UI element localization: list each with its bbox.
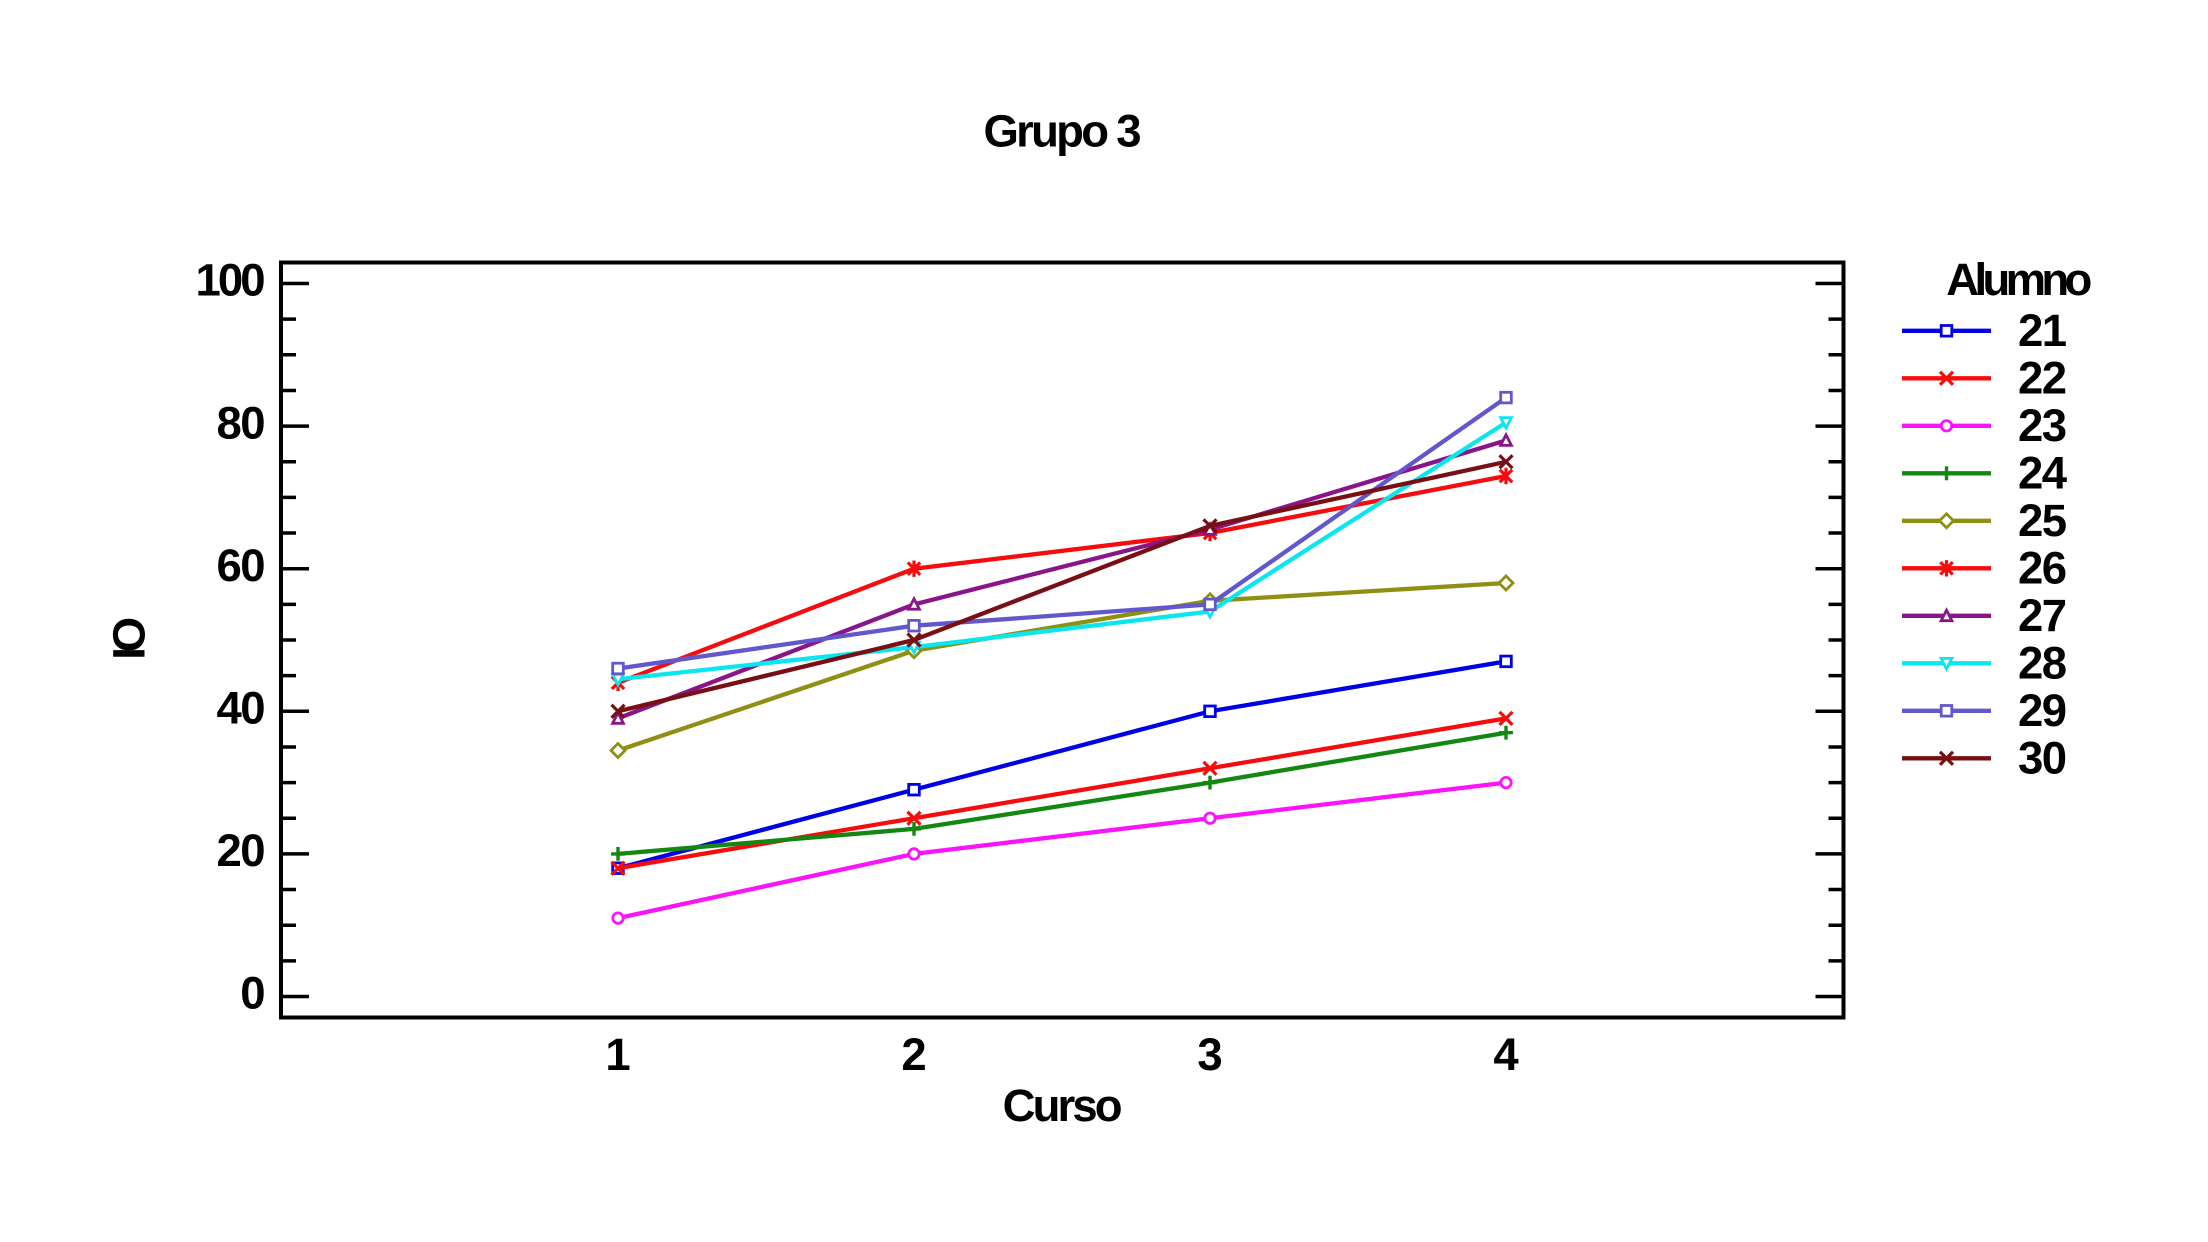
svg-text:28: 28	[2018, 638, 2067, 689]
svg-text:IO: IO	[103, 617, 154, 660]
svg-text:26: 26	[2018, 543, 2067, 594]
svg-text:30: 30	[2018, 733, 2067, 784]
svg-text:27: 27	[2018, 590, 2067, 641]
svg-text:3: 3	[1197, 1029, 1222, 1080]
svg-text:1: 1	[605, 1029, 630, 1080]
svg-text:29: 29	[2018, 685, 2067, 736]
svg-text:22: 22	[2018, 353, 2067, 404]
svg-text:60: 60	[217, 540, 266, 591]
svg-text:21: 21	[2018, 305, 2067, 356]
svg-text:Grupo 3: Grupo 3	[984, 106, 1142, 157]
svg-text:2: 2	[901, 1029, 926, 1080]
svg-text:80: 80	[217, 397, 266, 448]
svg-text:0: 0	[240, 968, 265, 1019]
svg-text:24: 24	[2018, 448, 2068, 499]
svg-text:100: 100	[196, 255, 266, 306]
svg-text:Curso: Curso	[1003, 1080, 1123, 1131]
svg-text:4: 4	[1493, 1029, 1519, 1080]
svg-text:Alumno: Alumno	[1946, 254, 2092, 305]
svg-text:25: 25	[2018, 495, 2067, 546]
svg-text:20: 20	[217, 825, 266, 876]
svg-text:40: 40	[217, 683, 266, 734]
svg-text:23: 23	[2018, 400, 2067, 451]
